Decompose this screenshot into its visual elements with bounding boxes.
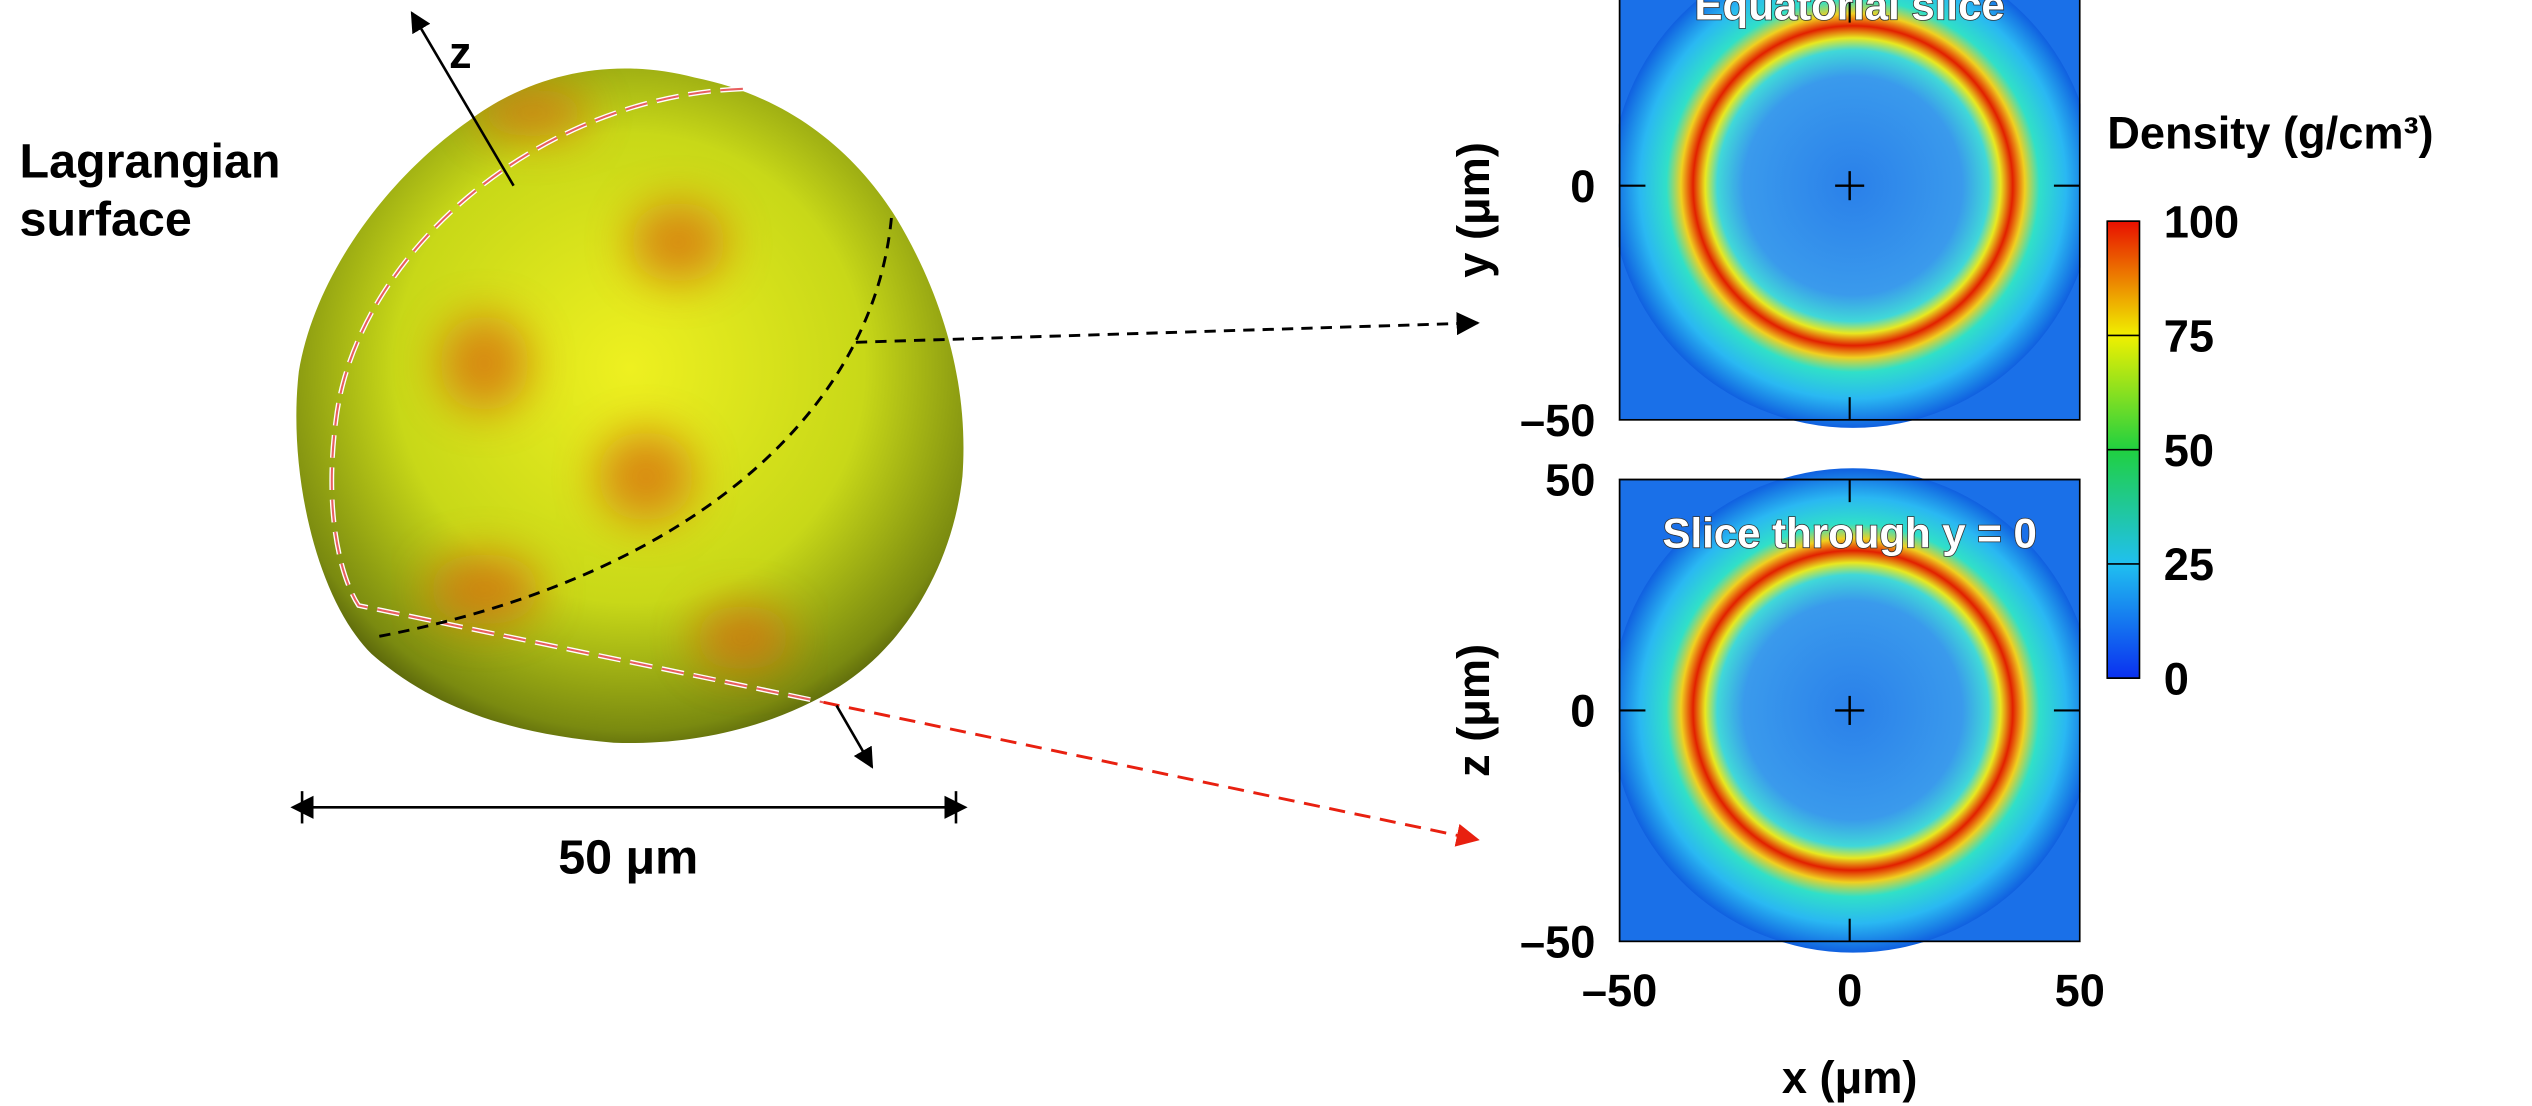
y-tick-label: 0 xyxy=(1570,161,1595,212)
panel-title: Equatorial slice xyxy=(1695,0,2005,28)
panel-title: Slice through y = 0 xyxy=(1663,509,2037,556)
scale-bar-label: 50 μm xyxy=(558,830,698,884)
z-axis-label: z xyxy=(449,27,472,78)
surface-label: Lagrangian xyxy=(20,135,281,189)
mask xyxy=(1596,480,1619,942)
arrow xyxy=(824,702,1478,839)
surface-label: surface xyxy=(20,193,192,247)
x-axis-label: x (μm) xyxy=(1782,1052,1918,1103)
normal-arrow xyxy=(837,706,873,767)
colorbar-tick-label: 100 xyxy=(2164,196,2239,247)
mask xyxy=(2081,0,2104,420)
y-axis-label: y (μm) xyxy=(1448,142,1499,278)
y-axis-label: z (μm) xyxy=(1448,644,1499,777)
x-tick-label: 50 xyxy=(2055,965,2105,1016)
mask xyxy=(1596,0,1619,420)
surface-render xyxy=(275,48,985,758)
colorbar-tick-label: 50 xyxy=(2164,425,2214,476)
colorbar-tick-label: 75 xyxy=(2164,311,2214,362)
x-tick-label: 0 xyxy=(1837,965,1862,1016)
figure: Lagrangian surface z 50 μm 0 –50 Equatoria… xyxy=(0,0,2532,1106)
arrow xyxy=(856,323,1478,342)
mask xyxy=(2081,480,2104,942)
y-tick-label: –50 xyxy=(1520,916,1595,967)
y-tick-label: 50 xyxy=(1545,455,1595,506)
x-tick-label: –50 xyxy=(1582,965,1657,1016)
colorbar-title: Density (g/cm³) xyxy=(2107,108,2433,159)
y-tick-label: –50 xyxy=(1520,395,1595,446)
colorbar-tick-label: 25 xyxy=(2164,539,2214,590)
colorbar-tick-label: 0 xyxy=(2164,653,2189,704)
y-tick-label: 0 xyxy=(1570,686,1595,737)
